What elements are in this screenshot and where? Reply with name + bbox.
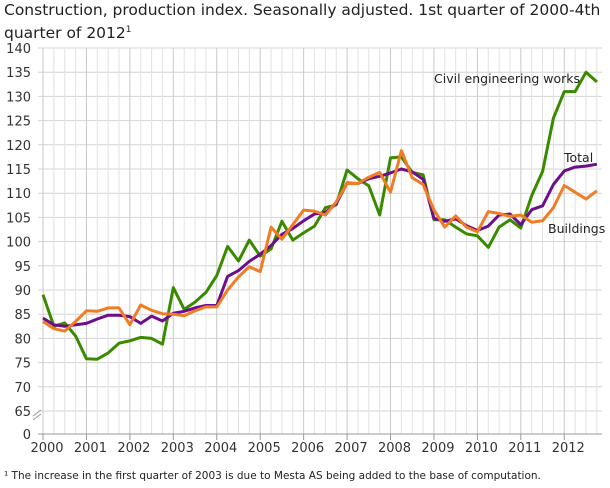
series-label: Buildings: [548, 221, 605, 236]
x-tick-label: 2007: [335, 441, 368, 456]
y-tick-label: 125: [6, 115, 31, 130]
x-tick-label: 2001: [74, 441, 107, 456]
x-tick-label: 2006: [291, 441, 324, 456]
x-tick-label: 2012: [552, 441, 585, 456]
line-chart: 0 65 70 75 80 85 90 95 100 105 110 115 120 125 130 135 1…: [6, 42, 605, 456]
x-tick-label: 2002: [117, 441, 150, 456]
series-line-civil-engineering-works: [41, 70, 598, 361]
y-tick-label: 140: [6, 42, 31, 57]
y-tick-label: 0: [23, 428, 31, 443]
x-tick-label: 2010: [465, 441, 498, 456]
y-tick-label: 65: [14, 405, 31, 420]
x-tick-label: 2009: [421, 441, 454, 456]
x-tick-label: 2008: [378, 441, 411, 456]
y-tick-label: 95: [14, 260, 31, 275]
y-tick-label: 100: [6, 236, 31, 251]
y-tick-label: 70: [14, 381, 31, 396]
chart-title: Construction, production index. Seasonal…: [4, 0, 604, 43]
y-tick-label: 90: [14, 284, 31, 299]
y-tick-label: 110: [6, 187, 31, 202]
y-tick-label: 130: [6, 90, 31, 105]
series-label: Total: [563, 150, 593, 165]
x-tick-label: 2003: [161, 441, 194, 456]
x-tick-label: 2005: [248, 441, 281, 456]
x-tick-label: 2000: [30, 441, 63, 456]
y-tick-label: 80: [14, 332, 31, 347]
y-tick-label: 105: [6, 211, 31, 226]
y-tick-label: 135: [6, 66, 31, 81]
series-label: Civil engineering works: [434, 71, 580, 86]
title-footnote-marker: 1: [125, 25, 132, 35]
y-tick-label: 120: [6, 139, 31, 154]
footnote: ¹ The increase in the first quarter of 2…: [4, 470, 541, 482]
y-tick-label: 85: [14, 308, 31, 323]
chart-title-text: Construction, production index. Seasonal…: [4, 1, 601, 43]
y-tick-label: 75: [14, 357, 31, 372]
series-line-total: [42, 162, 598, 328]
y-tick-label: 115: [6, 163, 31, 178]
x-tick-label: 2004: [204, 441, 237, 456]
axis-break-icon: [32, 409, 42, 421]
series-line-buildings: [42, 149, 598, 333]
x-tick-label: 2011: [508, 441, 541, 456]
